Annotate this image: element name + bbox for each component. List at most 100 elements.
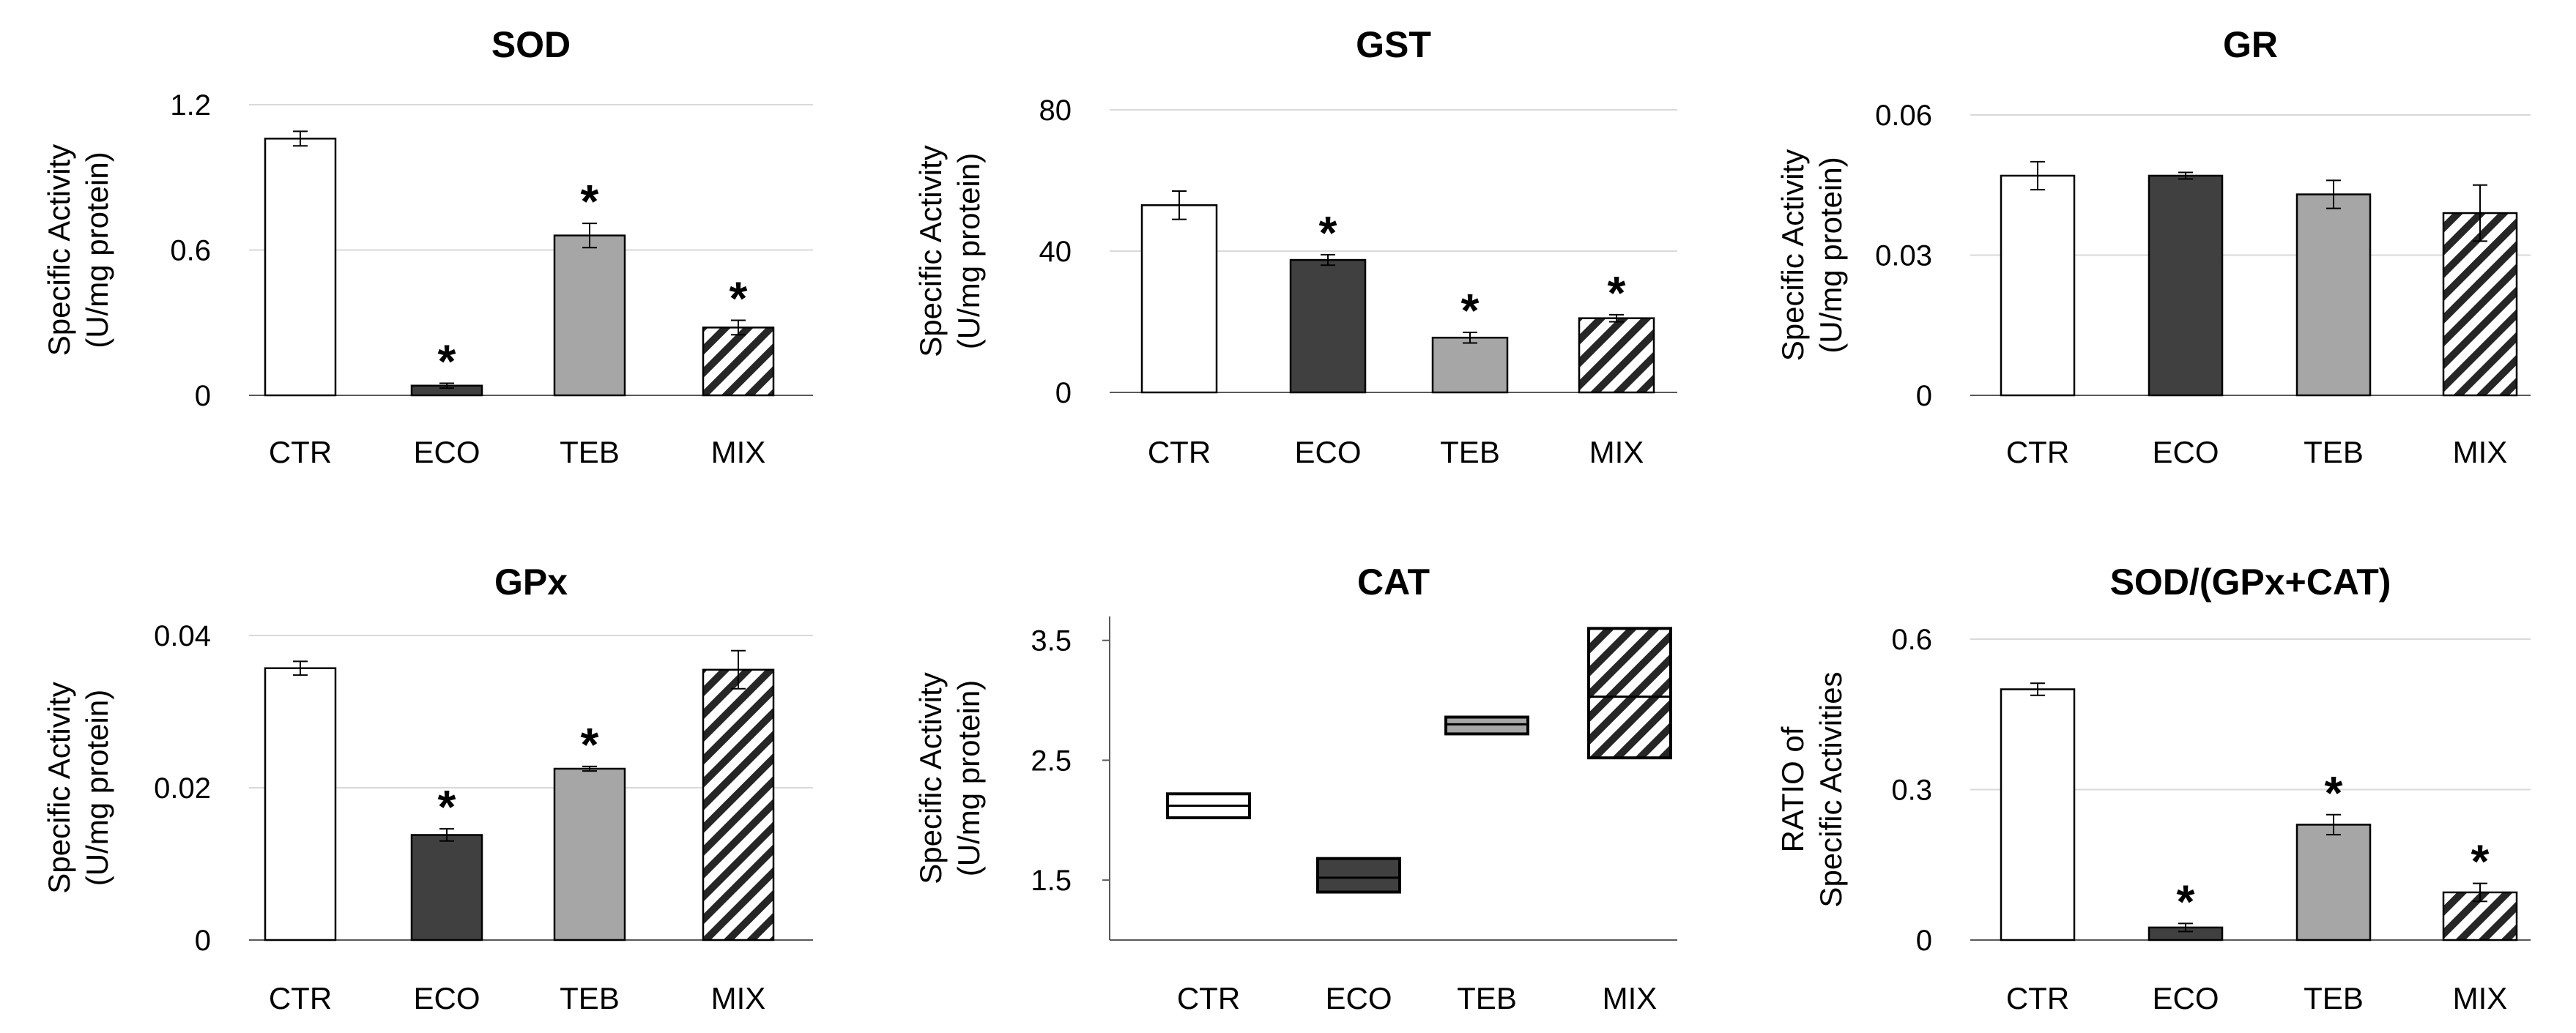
error-bar-teb (582, 223, 597, 249)
x-tick-label-eco: ECO (2152, 981, 2219, 1015)
y-axis-label-line: Specific Activity (42, 682, 76, 893)
error-bar-mix (1609, 313, 1624, 323)
bar-ctr (2000, 174, 2076, 397)
error-bar-teb (582, 765, 597, 772)
bar-eco (410, 834, 483, 941)
y-tick-label: 80 (1039, 94, 1072, 127)
bar-ctr (264, 667, 337, 941)
significance-asterisk: * (2325, 767, 2343, 819)
bar-teb (2295, 824, 2372, 941)
error-bar-eco (439, 828, 454, 842)
x-tick-label-teb: TEB (1457, 981, 1517, 1015)
x-tick-label-mix: MIX (2453, 981, 2508, 1015)
x-tick-label-eco: ECO (413, 981, 480, 1015)
chart-panel-cat: CAT Specific Activity (U/mg protein) 1.5 2.5… (913, 562, 1677, 1015)
significance-asterisk: * (1461, 284, 1480, 337)
x-tick-label-mix: MIX (711, 435, 766, 469)
chart-title: GR (2223, 24, 2278, 65)
x-tick-label-mix: MIX (711, 981, 766, 1015)
chart-title: CAT (1357, 562, 1430, 603)
significance-asterisk: * (438, 335, 456, 387)
significance-asterisk: * (438, 780, 456, 833)
bar-teb (1431, 336, 1509, 394)
y-tick-label: 0 (195, 925, 211, 957)
x-tick-label-ctr: CTR (2006, 435, 2069, 469)
x-tick-label-teb: TEB (560, 435, 620, 469)
error-bar-ctr (2030, 160, 2045, 191)
y-axis-label-line: (U/mg protein) (951, 153, 986, 349)
y-axis-label-line: (U/mg protein) (80, 152, 114, 348)
chart-panel-gr: GR Specific Activity (U/mg protein) 0 0.03 0.… (1775, 24, 2531, 469)
y-tick-label: 1.5 (1031, 865, 1072, 897)
significance-asterisk: * (2471, 835, 2490, 888)
significance-asterisk: * (1608, 266, 1626, 319)
bar-ctr (2000, 688, 2076, 941)
x-tick-label-teb: TEB (2304, 435, 2364, 469)
significance-asterisk: * (581, 175, 599, 228)
y-axis-label-line: Specific Activity (913, 145, 948, 357)
y-tick-label: 0 (195, 380, 211, 412)
error-bar-eco (2178, 171, 2193, 180)
x-tick-label-ctr: CTR (1177, 981, 1240, 1015)
significance-asterisk: * (1319, 206, 1337, 259)
bar-ctr (264, 138, 337, 397)
chart-panel-ratio: SOD/(GPx+CAT) RATIO of Specific Activities… (1775, 562, 2531, 1015)
error-bar-ctr (2030, 682, 2045, 696)
bar-teb (553, 767, 626, 941)
x-tick-label-eco: ECO (1294, 435, 1361, 469)
x-tick-label-eco: ECO (2152, 435, 2219, 469)
box-eco (1316, 857, 1401, 894)
error-bar-mix (731, 319, 746, 336)
box-mix (1587, 627, 1672, 760)
y-tick-label: 0.04 (154, 620, 211, 652)
y-tick-label: 40 (1039, 236, 1072, 268)
bar-eco (2148, 174, 2224, 397)
y-tick-label: 0 (1055, 377, 1072, 409)
error-bar-ctr (1172, 190, 1187, 220)
bar-mix (702, 668, 775, 941)
x-tick-label-mix: MIX (1603, 981, 1658, 1015)
y-tick-label: 0.3 (1891, 775, 1932, 807)
y-axis-label-line: (U/mg protein) (80, 690, 114, 886)
x-tick-label-ctr: CTR (269, 981, 332, 1015)
error-bar-teb (2326, 813, 2341, 836)
bar-teb (553, 234, 626, 397)
x-tick-label-teb: TEB (2304, 981, 2364, 1015)
y-tick-label: 0.02 (154, 772, 211, 805)
x-tick-label-mix: MIX (2453, 435, 2508, 469)
y-tick-label: 0.06 (1875, 100, 1932, 132)
x-tick-label-ctr: CTR (269, 435, 332, 469)
y-axis-label-line: Specific Activity (913, 672, 948, 884)
chart-title: GPx (494, 562, 568, 603)
significance-asterisk: * (730, 272, 748, 324)
chart-panel-gpx: GPx Specific Activity (U/mg protein) 0 0.02 0… (42, 562, 813, 1015)
x-tick-label-teb: TEB (560, 981, 620, 1015)
y-tick-label: 0 (1916, 380, 1932, 412)
y-tick-label: 1.2 (170, 89, 211, 122)
error-bar-eco (2178, 922, 2193, 933)
error-bar-mix (731, 649, 746, 690)
box-teb (1444, 715, 1529, 736)
bar-mix (702, 327, 775, 397)
error-bar-teb (2326, 179, 2341, 209)
chart-title: SOD (491, 24, 571, 65)
x-tick-label-ctr: CTR (1148, 435, 1211, 469)
x-tick-label-teb: TEB (1440, 435, 1500, 469)
error-bar-ctr (293, 660, 308, 676)
chart-title: SOD/(GPx+CAT) (2110, 562, 2391, 603)
error-bar-ctr (293, 130, 308, 147)
error-bar-teb (1463, 331, 1477, 344)
bar-eco (1289, 258, 1367, 394)
x-tick-label-eco: ECO (1325, 981, 1392, 1015)
y-tick-label: 0.6 (1891, 624, 1932, 656)
error-bar-eco (1321, 253, 1335, 266)
y-tick-label: 0.6 (170, 235, 211, 267)
error-bar-eco (439, 382, 454, 389)
bar-ctr (1140, 204, 1218, 394)
y-axis-label-line: Specific Activity (1775, 149, 1810, 361)
x-tick-label-ctr: CTR (2006, 981, 2069, 1015)
bar-mix (1578, 317, 1655, 394)
bar-mix (2442, 212, 2518, 397)
chart-title: GST (1356, 24, 1431, 65)
x-tick-label-eco: ECO (413, 435, 480, 469)
